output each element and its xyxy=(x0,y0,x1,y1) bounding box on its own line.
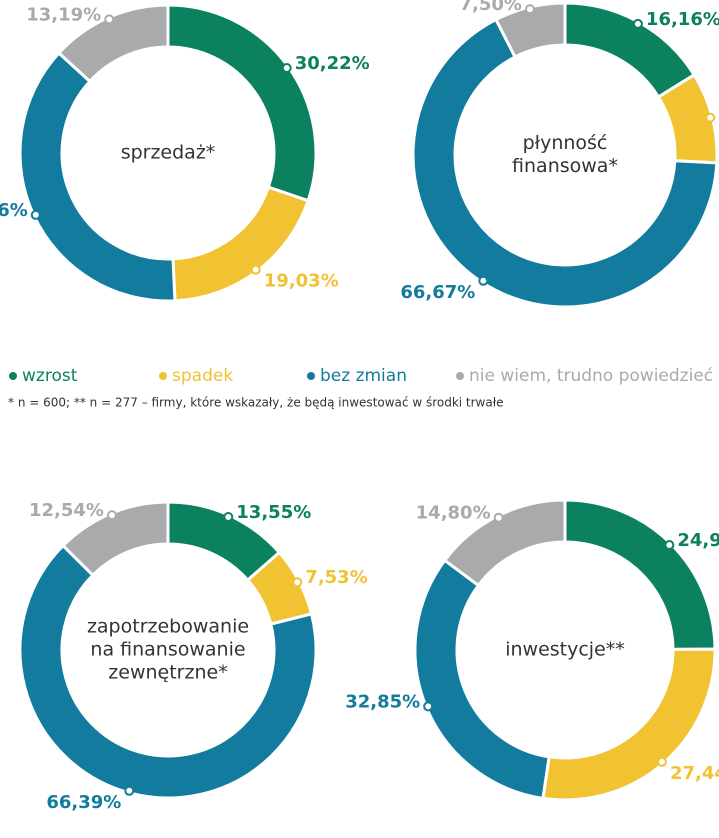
label-dot xyxy=(656,756,667,767)
value-label: 66,67% xyxy=(400,282,475,303)
value-label: 27,44% xyxy=(670,763,719,784)
value-label: 32,85% xyxy=(345,691,420,712)
value-label: 12,54% xyxy=(29,500,104,521)
label-dot xyxy=(124,785,135,796)
donut-title: zapotrzebowanie xyxy=(87,616,249,638)
donut-slice xyxy=(493,1,567,60)
value-label: 24,91% xyxy=(677,530,719,551)
legend-dot xyxy=(159,372,167,380)
legend-dot xyxy=(307,372,315,380)
legend-label: bez zmian xyxy=(320,366,407,386)
label-dot xyxy=(106,510,117,521)
donut-title: sprzedaż* xyxy=(121,142,216,164)
donut-title: inwestycje** xyxy=(505,639,625,661)
donut-slice xyxy=(413,558,551,801)
value-label: 14,80% xyxy=(416,503,491,524)
value-label: 30,22% xyxy=(295,53,370,74)
donut-title: finansowa* xyxy=(512,155,618,177)
value-label: 16,16% xyxy=(646,9,719,30)
legend-dot xyxy=(456,372,464,380)
legend-label: nie wiem, trudno powiedzieć xyxy=(469,366,713,386)
donut-slice xyxy=(563,498,717,651)
value-label: 13,19% xyxy=(26,4,101,25)
donut-title: zewnętrzne* xyxy=(108,662,227,684)
value-label: 19,03% xyxy=(264,271,339,292)
label-dot xyxy=(30,209,41,220)
footnote: * n = 600; ** n = 277 – firmy, które wsk… xyxy=(8,396,504,410)
donut-slice xyxy=(442,498,567,588)
label-dot xyxy=(478,275,489,286)
value-label: 7,50% xyxy=(460,0,522,15)
legend-dot xyxy=(9,372,17,380)
label-dot xyxy=(250,264,261,275)
label-dot xyxy=(705,112,716,123)
label-dot xyxy=(104,14,115,25)
label-dot xyxy=(281,63,292,74)
label-dot xyxy=(493,512,504,523)
value-label: 7,53% xyxy=(305,567,367,588)
label-dot xyxy=(423,701,434,712)
donut-slice xyxy=(166,3,318,203)
legend-label: wzrost xyxy=(22,366,78,386)
value-label: 66,39% xyxy=(46,792,121,813)
donut-title: na finansowanie xyxy=(90,639,245,661)
donut-slice xyxy=(18,543,318,800)
label-dot xyxy=(223,512,234,523)
donut-title: płynność xyxy=(523,132,608,154)
value-label: 37,56% xyxy=(0,200,28,221)
value-label: 13,55% xyxy=(236,502,311,523)
donut-slice xyxy=(60,500,170,578)
donut-slice xyxy=(411,17,719,309)
label-dot xyxy=(524,4,535,15)
donut-slice xyxy=(56,3,170,84)
legend-label: spadek xyxy=(172,366,233,386)
donut-slice xyxy=(18,50,177,303)
label-dot xyxy=(664,540,675,551)
label-dot xyxy=(632,18,643,29)
label-dot xyxy=(292,577,303,588)
